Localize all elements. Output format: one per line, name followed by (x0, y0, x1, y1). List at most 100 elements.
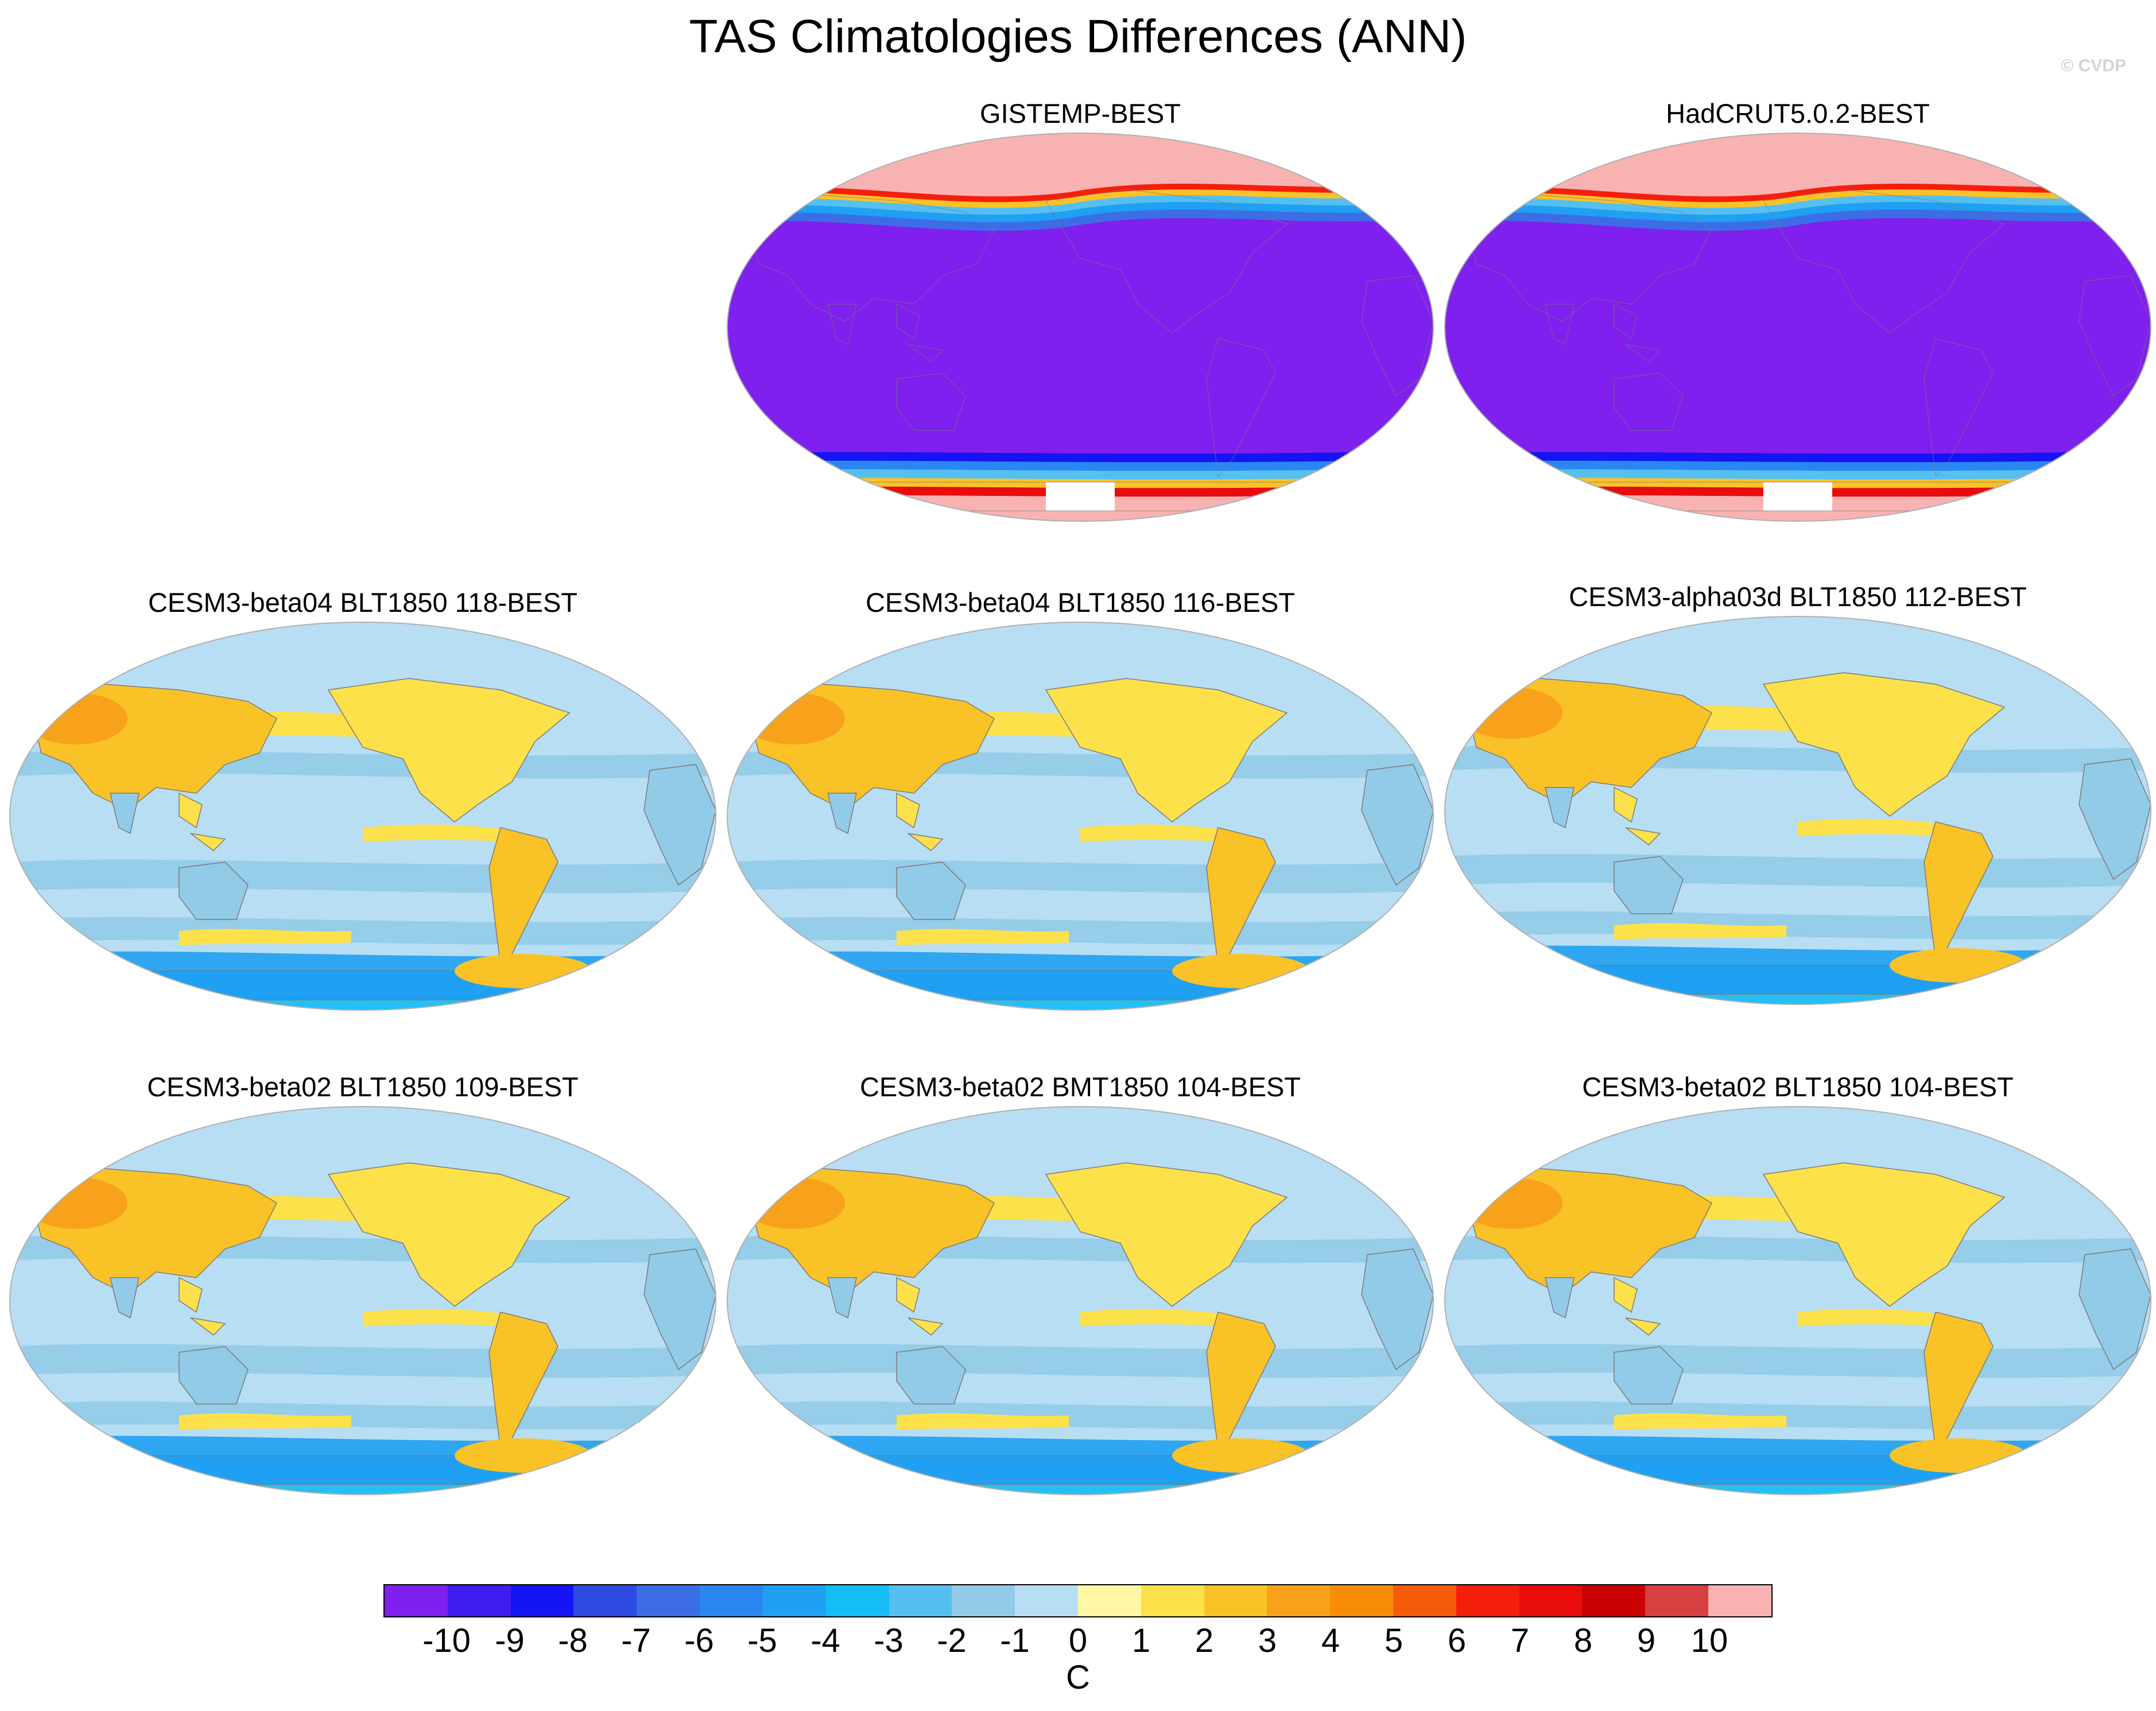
colorbar-tick-label: 10 (1690, 1622, 1728, 1659)
warm-anomaly-hotspot (742, 1177, 845, 1229)
map-gistemp (727, 133, 1434, 522)
warm-anomaly-hotspot (24, 693, 127, 744)
colorbar-ticks: -10 -9 -8 -7 -6 -5 -4 -3 -2 -1 0 1 2 3 4 5 6 7 8 9 10 (383, 1621, 1773, 1661)
land-samerica (1924, 1312, 1994, 1451)
ocean-anomaly-band (1445, 1344, 2151, 1378)
coastline-namerica (1045, 189, 1288, 333)
colorbar-swatch (1267, 1585, 1331, 1616)
land-seasia (1614, 786, 1661, 845)
warm-anomaly-band (897, 929, 1069, 945)
colorbar-swatch (952, 1585, 1015, 1616)
land-namerica (1762, 1162, 2006, 1307)
warm-anomaly-band (1614, 923, 1786, 940)
figure-title: TAS Climatologies Differences (ANN) (689, 10, 1467, 63)
land-seasia (179, 1277, 226, 1336)
land-australia (179, 862, 249, 920)
land-seasia (179, 792, 226, 851)
land-india (827, 793, 857, 835)
coastline-namerica (1763, 189, 2006, 333)
warm-anomaly-hotspot (742, 693, 845, 744)
land-australia (896, 1346, 966, 1405)
panel-title: CESM3-beta02 BLT1850 109-BEST (147, 1072, 579, 1102)
land-samerica (488, 827, 559, 967)
colorbar-tick-label: 6 (1447, 1622, 1467, 1659)
colorbar-swatch (510, 1585, 574, 1616)
warm-anomaly-hotspot (1890, 948, 2027, 983)
colorbar-tick-label: -9 (495, 1622, 525, 1659)
colorbar-tick-label: -8 (558, 1622, 588, 1659)
land-australia (179, 1346, 249, 1405)
colorbar-tick-label: 2 (1195, 1622, 1214, 1659)
panel-title: CESM3-beta04 BLT1850 118-BEST (148, 587, 578, 618)
warm-anomaly-hotspot (1172, 954, 1310, 988)
warm-anomaly-hotspot (455, 1438, 592, 1473)
land-africa (2079, 1248, 2151, 1371)
colorbar-unit: C (1066, 1659, 1090, 1696)
map-panel-beta02-109: CESM3-beta02 BLT1850 109-BEST (7, 1071, 719, 1559)
colorbar-swatch (1330, 1585, 1393, 1616)
land-samerica (1206, 1312, 1276, 1451)
coastline-africa (1361, 275, 1433, 397)
map-panel-beta02-bmt104: CESM3-beta02 BMT1850 104-BEST (724, 1071, 1436, 1559)
warm-anomaly-hotspot (1172, 1438, 1310, 1473)
map-field (727, 622, 1433, 1010)
panel-title: CESM3-beta02 BMT1850 104-BEST (859, 1072, 1301, 1102)
no-data-patch (1763, 482, 1832, 511)
ocean-anomaly-band (727, 859, 1433, 894)
land-samerica (1924, 821, 1994, 961)
colorbar-swatch (1077, 1585, 1141, 1616)
coastline-australia (1614, 373, 1684, 431)
map-panel-beta04-116: CESM3-beta04 BLT1850 116-BEST (724, 587, 1436, 1074)
map-panel-hadcrut: HadCRUT5.0.2-BEST (1442, 98, 2154, 585)
panel-title: GISTEMP-BEST (980, 98, 1181, 129)
land-australia (1614, 1346, 1684, 1405)
land-namerica (327, 1162, 571, 1307)
map-beta04-118 (9, 622, 716, 1011)
colorbar-tick-label: -1 (1000, 1622, 1030, 1659)
warm-anomaly-band (179, 1413, 351, 1430)
colorbar-swatch (825, 1585, 889, 1616)
land-india (1545, 1277, 1575, 1319)
arctic-difference-band (727, 133, 1433, 197)
land-namerica (1045, 1162, 1288, 1307)
map-border (1444, 1106, 2151, 1495)
warm-anomaly-hotspot (1459, 687, 1562, 739)
land-india (110, 1277, 139, 1319)
warm-anomaly-band (363, 1309, 512, 1326)
land-australia (1614, 856, 1684, 914)
ocean-anomaly-band (727, 1344, 1433, 1378)
warm-anomaly-band (179, 929, 351, 945)
land-india (110, 793, 139, 835)
land-india (827, 1277, 857, 1319)
coastline-india (827, 304, 857, 345)
coastline-seasia (1614, 304, 1661, 362)
colorbar-tick-label: -3 (874, 1622, 903, 1659)
warm-anomaly-hotspot (1459, 1177, 1562, 1229)
colorbar-tick-label: 0 (1068, 1622, 1088, 1659)
panel-title: CESM3-beta02 BLT1850 104-BEST (1582, 1072, 2014, 1102)
land-india (1545, 787, 1575, 829)
warm-anomaly-hotspot (24, 1177, 127, 1229)
warm-anomaly-band (897, 1413, 1069, 1430)
colorbar-tick-label: 5 (1384, 1622, 1403, 1659)
ocean-anomaly-band (1445, 853, 2151, 888)
warm-anomaly-band (1080, 1309, 1230, 1326)
land-namerica (1762, 672, 2006, 817)
coastline-samerica (1206, 338, 1276, 478)
colorbar-swatch (573, 1585, 637, 1616)
colorbar-swatch (1456, 1585, 1519, 1616)
panel-title: CESM3-beta04 BLT1850 116-BEST (865, 587, 1296, 618)
warm-anomaly-band (1798, 818, 1947, 836)
colorbar-swatch (1141, 1585, 1204, 1616)
map-field (1445, 133, 2151, 521)
map-border (1444, 616, 2151, 1005)
map-beta02-109 (9, 1106, 716, 1495)
map-panel-beta02-blt104: CESM3-beta02 BLT1850 104-BEST (1442, 1071, 2154, 1559)
land-africa (1361, 1248, 1433, 1371)
warm-anomaly-band (363, 824, 512, 842)
map-field (1445, 616, 2151, 1004)
panel-title: CESM3-alpha03d BLT1850 112-BEST (1569, 581, 2027, 612)
land-antarctica (769, 971, 1391, 1000)
colorbar-swatch (1708, 1585, 1771, 1616)
land-antarctica (1487, 1455, 2109, 1485)
